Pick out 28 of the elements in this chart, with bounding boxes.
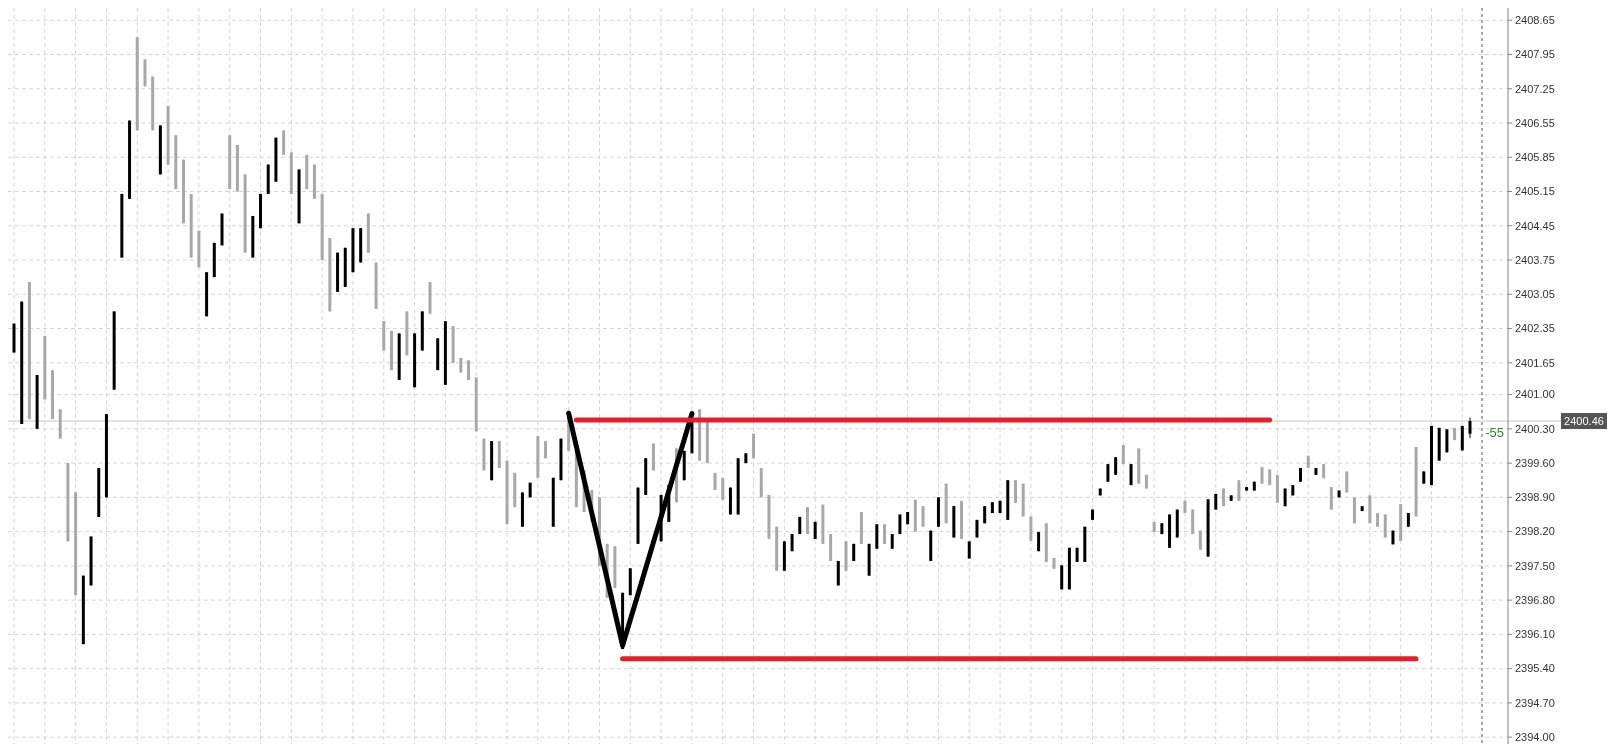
y-tick-label: 2405.15 [1515,185,1555,198]
y-tick-label: 2403.05 [1515,288,1555,301]
y-tick-label: 2399.60 [1515,456,1555,469]
y-tick-label: 2407.95 [1515,48,1555,61]
y-tick-label: 2401.65 [1515,356,1555,369]
y-tick-label: 2400.30 [1515,422,1555,435]
y-tick-label: 2396.80 [1515,593,1555,606]
y-tick-label: 2398.90 [1515,491,1555,504]
y-tick-label: 2408.65 [1515,14,1555,27]
candlestick [1468,417,1472,439]
y-tick-label: 2397.50 [1515,559,1555,572]
y-tick-label: 2404.45 [1515,219,1555,232]
y-tick-label: 2407.25 [1515,82,1555,95]
y-tick-label: 2401.00 [1515,388,1555,401]
y-tick-label: 2398.20 [1515,525,1555,538]
y-tick-label: 2394.00 [1515,731,1555,743]
candlestick [921,505,925,528]
y-tick-label: 2394.70 [1515,696,1555,709]
candlestick [1237,479,1241,502]
y-tick-label: 2406.55 [1515,116,1555,129]
y-tick-label: 2395.40 [1515,662,1555,675]
text: -55 [1485,425,1504,441]
y-tick-label: 2403.75 [1515,253,1555,266]
y-tick-label: 2405.85 [1515,151,1555,164]
candlestick [1329,486,1333,511]
ref-line-label: 2400.46 [1564,414,1604,427]
y-tick-label: 2396.10 [1515,628,1555,641]
y-tick-label: 2402.35 [1515,322,1555,335]
